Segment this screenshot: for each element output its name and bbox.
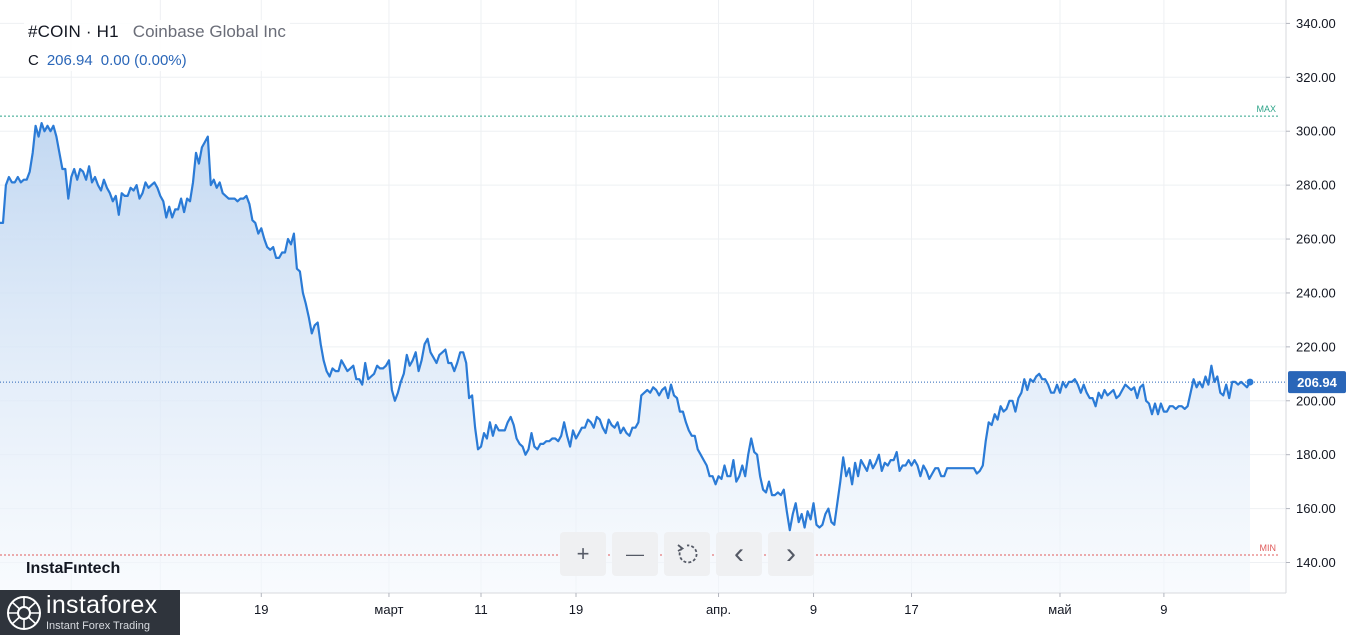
- y-tick-label: 140.00: [1296, 555, 1336, 570]
- reset-icon: [677, 544, 698, 564]
- last-price-tag: 206.94: [1288, 371, 1346, 394]
- last-price-dot: [1246, 378, 1254, 386]
- x-tick-label: апр.: [706, 602, 731, 617]
- close-value: 206.94: [46, 52, 93, 69]
- y-tick-label: 240.00: [1296, 285, 1336, 300]
- max-label: MAX: [1256, 104, 1276, 114]
- y-tick-label: 320.00: [1296, 70, 1336, 85]
- change-value: 0.00 (0.00%): [100, 52, 187, 69]
- scroll-left-button[interactable]: ‹: [716, 532, 762, 576]
- chevron-right-icon: ›: [786, 537, 796, 570]
- minus-icon: —: [626, 543, 644, 564]
- x-tick-label: 9: [810, 602, 817, 617]
- x-tick-label: 19: [569, 602, 583, 617]
- series-line: [0, 121, 1252, 532]
- y-tick-label: 180.00: [1296, 447, 1336, 462]
- symbol-label: #COIN · H1: [28, 22, 119, 41]
- y-tick-label: 200.00: [1296, 393, 1336, 408]
- price-tag-label: 206.94: [1297, 375, 1338, 390]
- x-tick-label: май: [1048, 602, 1071, 617]
- logo-mark-icon: [7, 595, 41, 630]
- scroll-right-button[interactable]: ›: [768, 532, 814, 576]
- y-tick-label: 280.00: [1296, 178, 1336, 193]
- zoom-out-button[interactable]: —: [612, 532, 658, 576]
- y-tick-label: 160.00: [1296, 501, 1336, 516]
- price-tag-bg: [1288, 371, 1346, 394]
- reset-button[interactable]: [664, 532, 710, 576]
- chart-toolbar: + — ‹ ›: [560, 532, 814, 576]
- x-tick-label: 17: [904, 602, 918, 617]
- y-tick-label: 300.00: [1296, 124, 1336, 139]
- instaforex-logo: instaforex Instant Forex Trading: [0, 590, 180, 635]
- y-tick-label: 260.00: [1296, 232, 1336, 247]
- brand-label: InstaFιntech: [26, 560, 121, 577]
- axes: 340.00 320.00 300.00 280.00 260.00 240.00 220.…: [0, 0, 1346, 617]
- x-tick-label: 9: [1160, 602, 1167, 617]
- y-tick-label: 220.00: [1296, 339, 1336, 354]
- area-fill: [0, 123, 1250, 593]
- logo-name: instaforex: [46, 591, 158, 619]
- company-name: Coinbase Global Inc: [132, 22, 286, 41]
- chevron-left-icon: ‹: [734, 537, 744, 570]
- x-tick-label: 11: [474, 602, 488, 617]
- plus-icon: +: [576, 541, 590, 566]
- x-tick-label: 19: [254, 602, 268, 617]
- chart-legend: #COIN · H1 Coinbase Global Inc C 206.94 …: [24, 20, 290, 71]
- zoom-in-button[interactable]: +: [560, 532, 606, 576]
- series-area: [0, 123, 1250, 593]
- min-label: MIN: [1260, 543, 1277, 553]
- y-tick-label: 340.00: [1296, 16, 1336, 31]
- x-tick-label: март: [374, 602, 403, 617]
- price-line: [0, 121, 1252, 532]
- logo-tagline: Instant Forex Trading: [46, 620, 150, 632]
- close-label: C: [28, 52, 39, 69]
